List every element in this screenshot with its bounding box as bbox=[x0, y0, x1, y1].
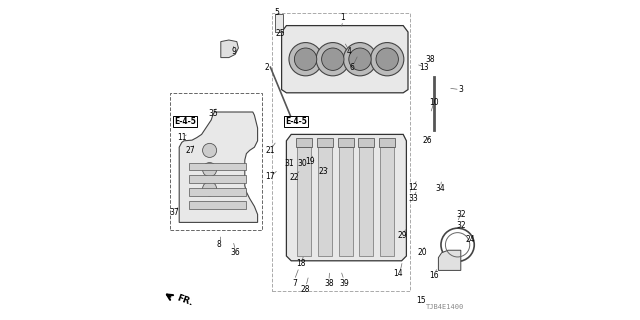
Circle shape bbox=[316, 43, 349, 76]
Bar bbox=[360, 147, 374, 256]
Text: 1: 1 bbox=[340, 13, 345, 22]
Bar bbox=[189, 201, 246, 209]
Text: 30: 30 bbox=[298, 159, 307, 168]
Bar bbox=[339, 147, 353, 256]
Bar bbox=[189, 175, 246, 183]
Text: 27: 27 bbox=[186, 146, 195, 155]
Bar bbox=[358, 138, 374, 147]
Bar bbox=[275, 14, 283, 32]
Circle shape bbox=[344, 43, 376, 76]
Text: 10: 10 bbox=[429, 98, 438, 107]
Text: 2: 2 bbox=[265, 63, 269, 72]
Circle shape bbox=[376, 48, 398, 70]
Text: 13: 13 bbox=[419, 63, 429, 72]
Text: E-4-5: E-4-5 bbox=[285, 117, 307, 126]
Text: 22: 22 bbox=[290, 173, 299, 182]
Text: 34: 34 bbox=[435, 184, 445, 193]
Circle shape bbox=[289, 43, 323, 76]
Text: 33: 33 bbox=[408, 194, 418, 203]
Text: 11: 11 bbox=[178, 133, 187, 142]
Bar bbox=[297, 147, 311, 256]
Circle shape bbox=[202, 163, 216, 177]
Text: 12: 12 bbox=[408, 183, 417, 192]
Text: 20: 20 bbox=[417, 248, 428, 257]
Text: 18: 18 bbox=[296, 260, 305, 268]
Bar bbox=[379, 138, 396, 147]
Text: 32: 32 bbox=[456, 210, 466, 219]
Bar bbox=[317, 138, 333, 147]
Text: 38: 38 bbox=[426, 55, 435, 64]
Polygon shape bbox=[179, 112, 258, 222]
Text: 23: 23 bbox=[318, 167, 328, 176]
Polygon shape bbox=[438, 250, 461, 270]
Bar bbox=[338, 138, 353, 147]
Text: 7: 7 bbox=[292, 279, 297, 288]
Text: 14: 14 bbox=[394, 269, 403, 278]
Circle shape bbox=[322, 48, 344, 70]
Text: 19: 19 bbox=[305, 157, 316, 166]
Polygon shape bbox=[221, 40, 239, 58]
Bar bbox=[296, 138, 312, 147]
Text: 32: 32 bbox=[456, 221, 466, 230]
Text: FR.: FR. bbox=[175, 293, 194, 307]
Bar bbox=[317, 147, 332, 256]
Text: 8: 8 bbox=[217, 240, 221, 249]
Bar bbox=[189, 163, 246, 170]
Text: 28: 28 bbox=[301, 285, 310, 294]
Text: 16: 16 bbox=[429, 271, 438, 280]
Bar bbox=[189, 188, 246, 196]
Text: 39: 39 bbox=[339, 279, 349, 288]
Text: 5: 5 bbox=[275, 8, 279, 17]
Circle shape bbox=[349, 48, 371, 70]
Polygon shape bbox=[282, 26, 408, 93]
Circle shape bbox=[202, 143, 216, 157]
Text: 29: 29 bbox=[397, 231, 408, 240]
Circle shape bbox=[202, 182, 216, 196]
Bar bbox=[380, 147, 394, 256]
Text: 37: 37 bbox=[170, 208, 179, 217]
Text: 25: 25 bbox=[275, 29, 285, 38]
Text: 17: 17 bbox=[266, 172, 275, 180]
Text: 24: 24 bbox=[465, 236, 476, 244]
Circle shape bbox=[371, 43, 404, 76]
Text: TJB4E1400: TJB4E1400 bbox=[426, 304, 464, 310]
Text: 6: 6 bbox=[349, 63, 355, 72]
Text: 31: 31 bbox=[285, 159, 294, 168]
Text: 26: 26 bbox=[422, 136, 432, 145]
Text: 38: 38 bbox=[324, 279, 335, 288]
Polygon shape bbox=[287, 134, 406, 261]
Text: 15: 15 bbox=[416, 296, 426, 305]
Text: 3: 3 bbox=[458, 85, 463, 94]
Text: 21: 21 bbox=[266, 146, 275, 155]
Text: 35: 35 bbox=[208, 109, 218, 118]
Text: 36: 36 bbox=[230, 248, 240, 257]
Text: 9: 9 bbox=[231, 47, 236, 56]
Text: E-4-5: E-4-5 bbox=[174, 117, 196, 126]
Circle shape bbox=[294, 48, 317, 70]
Text: 4: 4 bbox=[346, 47, 351, 56]
